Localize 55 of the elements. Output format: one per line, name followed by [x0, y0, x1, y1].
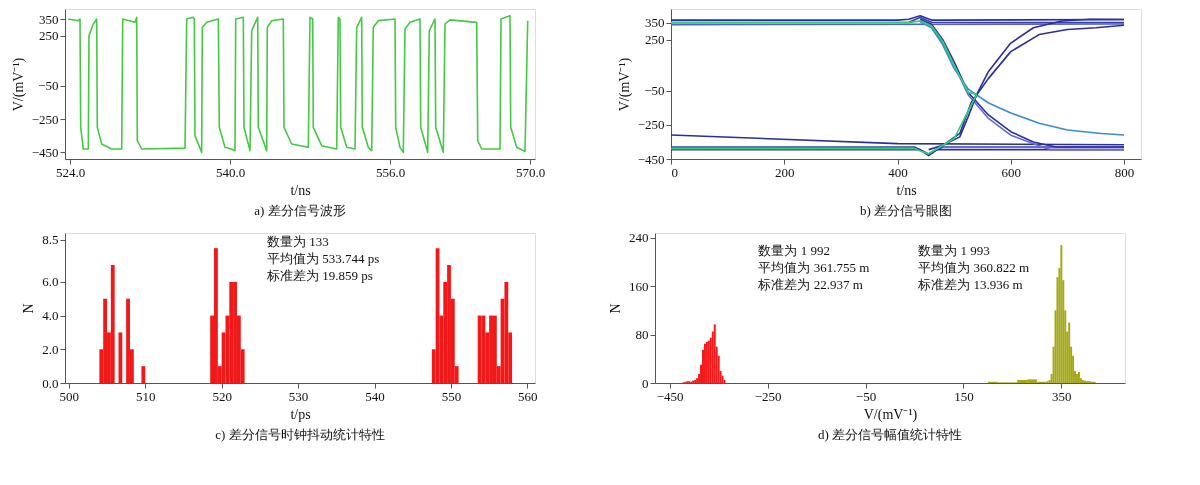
- y-axis-title: N: [608, 303, 623, 314]
- y-axis-title: N: [21, 303, 37, 314]
- x-tick-label: 540: [365, 388, 385, 404]
- x-tick-label: 150: [954, 388, 974, 404]
- x-tick-label: 400: [888, 164, 908, 180]
- y-tick-label: −50: [38, 78, 59, 94]
- x-tick-label: 530: [288, 388, 309, 404]
- x-tick-label: 0: [671, 164, 678, 180]
- y-tick-label: 4.0: [42, 308, 59, 324]
- x-axis-title: t/ns: [290, 182, 311, 198]
- x-tick-label: 500: [59, 388, 80, 404]
- y-tick-label: −450: [31, 144, 59, 160]
- x-tick-label: 350: [1052, 388, 1072, 404]
- x-tick-label: −450: [656, 388, 684, 404]
- x-tick-label: 524.0: [55, 164, 86, 180]
- y-axis-title: V/(mV⁻¹): [10, 57, 27, 112]
- x-axis-title: V/(mV⁻¹): [863, 406, 918, 423]
- x-tick-label: 570.0: [515, 164, 546, 180]
- y-tick-label: 6.0: [42, 274, 59, 290]
- y-axis-title: V/(mV⁻¹): [616, 57, 633, 112]
- text: c) 差分信号时钟抖动统计特性: [215, 427, 385, 442]
- y-tick-label: 0.0: [42, 375, 59, 391]
- y-tick-label: −450: [637, 151, 665, 167]
- y-tick-label: 2.0: [42, 341, 59, 357]
- y-tick-label: 0: [642, 375, 649, 391]
- y-tick-label: 350: [39, 11, 59, 27]
- y-tick-label: 350: [645, 15, 665, 31]
- x-tick-label: −50: [855, 388, 877, 404]
- x-axis-title: t/ns: [896, 182, 917, 198]
- x-tick-label: 556.0: [375, 164, 406, 180]
- x-tick-label: 550: [441, 388, 462, 404]
- annotation: 数量为 1 993 平均值为 360.822 m 标准差为 13.936 m: [917, 243, 1030, 292]
- text: d) 差分信号幅值统计特性: [817, 427, 963, 442]
- y-tick-label: 240: [629, 230, 649, 246]
- y-tick-label: 8.5: [42, 232, 59, 248]
- y-tick-label: 160: [629, 278, 649, 294]
- x-tick-label: 800: [1114, 164, 1135, 180]
- y-tick-label: 80: [635, 327, 649, 343]
- y-tick-label: −50: [644, 83, 665, 99]
- annotation: 数量为 133 平均值为 533.744 ps 标准差为 19.859 ps: [266, 234, 380, 283]
- x-tick-label: 540.0: [215, 164, 246, 180]
- x-tick-label: 600: [1001, 164, 1022, 180]
- text: a) 差分信号波形: [254, 203, 346, 218]
- x-tick-label: 200: [775, 164, 795, 180]
- x-tick-label: 510: [135, 388, 156, 404]
- annotation: 数量为 1 992 平均值为 361.755 m 标准差为 22.937 m: [757, 243, 870, 292]
- x-axis-title: t/ps: [290, 406, 311, 422]
- text: b) 差分信号眼图: [859, 203, 953, 218]
- y-tick-label: 250: [39, 28, 59, 44]
- x-tick-label: 520: [212, 388, 232, 404]
- x-tick-label: −250: [754, 388, 782, 404]
- y-tick-label: −250: [31, 111, 59, 127]
- x-tick-label: 560: [518, 388, 538, 404]
- y-tick-label: −250: [637, 117, 665, 133]
- y-tick-label: 250: [645, 32, 665, 48]
